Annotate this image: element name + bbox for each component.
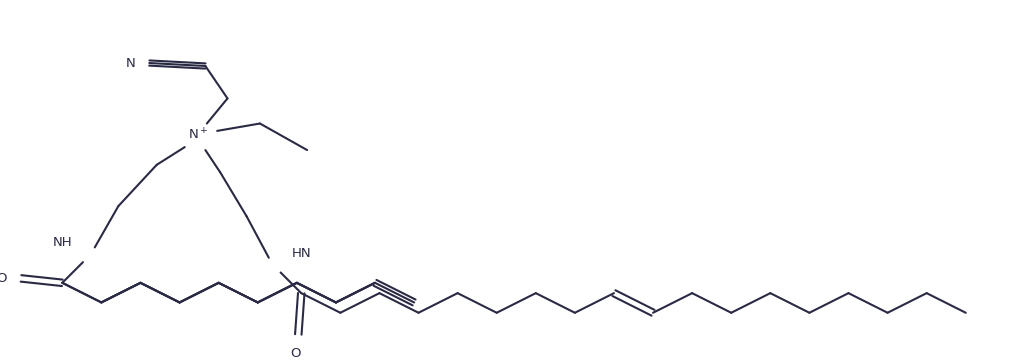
Text: HN: HN xyxy=(292,247,311,260)
Text: O: O xyxy=(290,347,301,360)
Text: O: O xyxy=(0,272,7,285)
Text: NH: NH xyxy=(53,237,72,249)
Text: N: N xyxy=(125,56,135,70)
Text: N$^+$: N$^+$ xyxy=(188,128,208,143)
